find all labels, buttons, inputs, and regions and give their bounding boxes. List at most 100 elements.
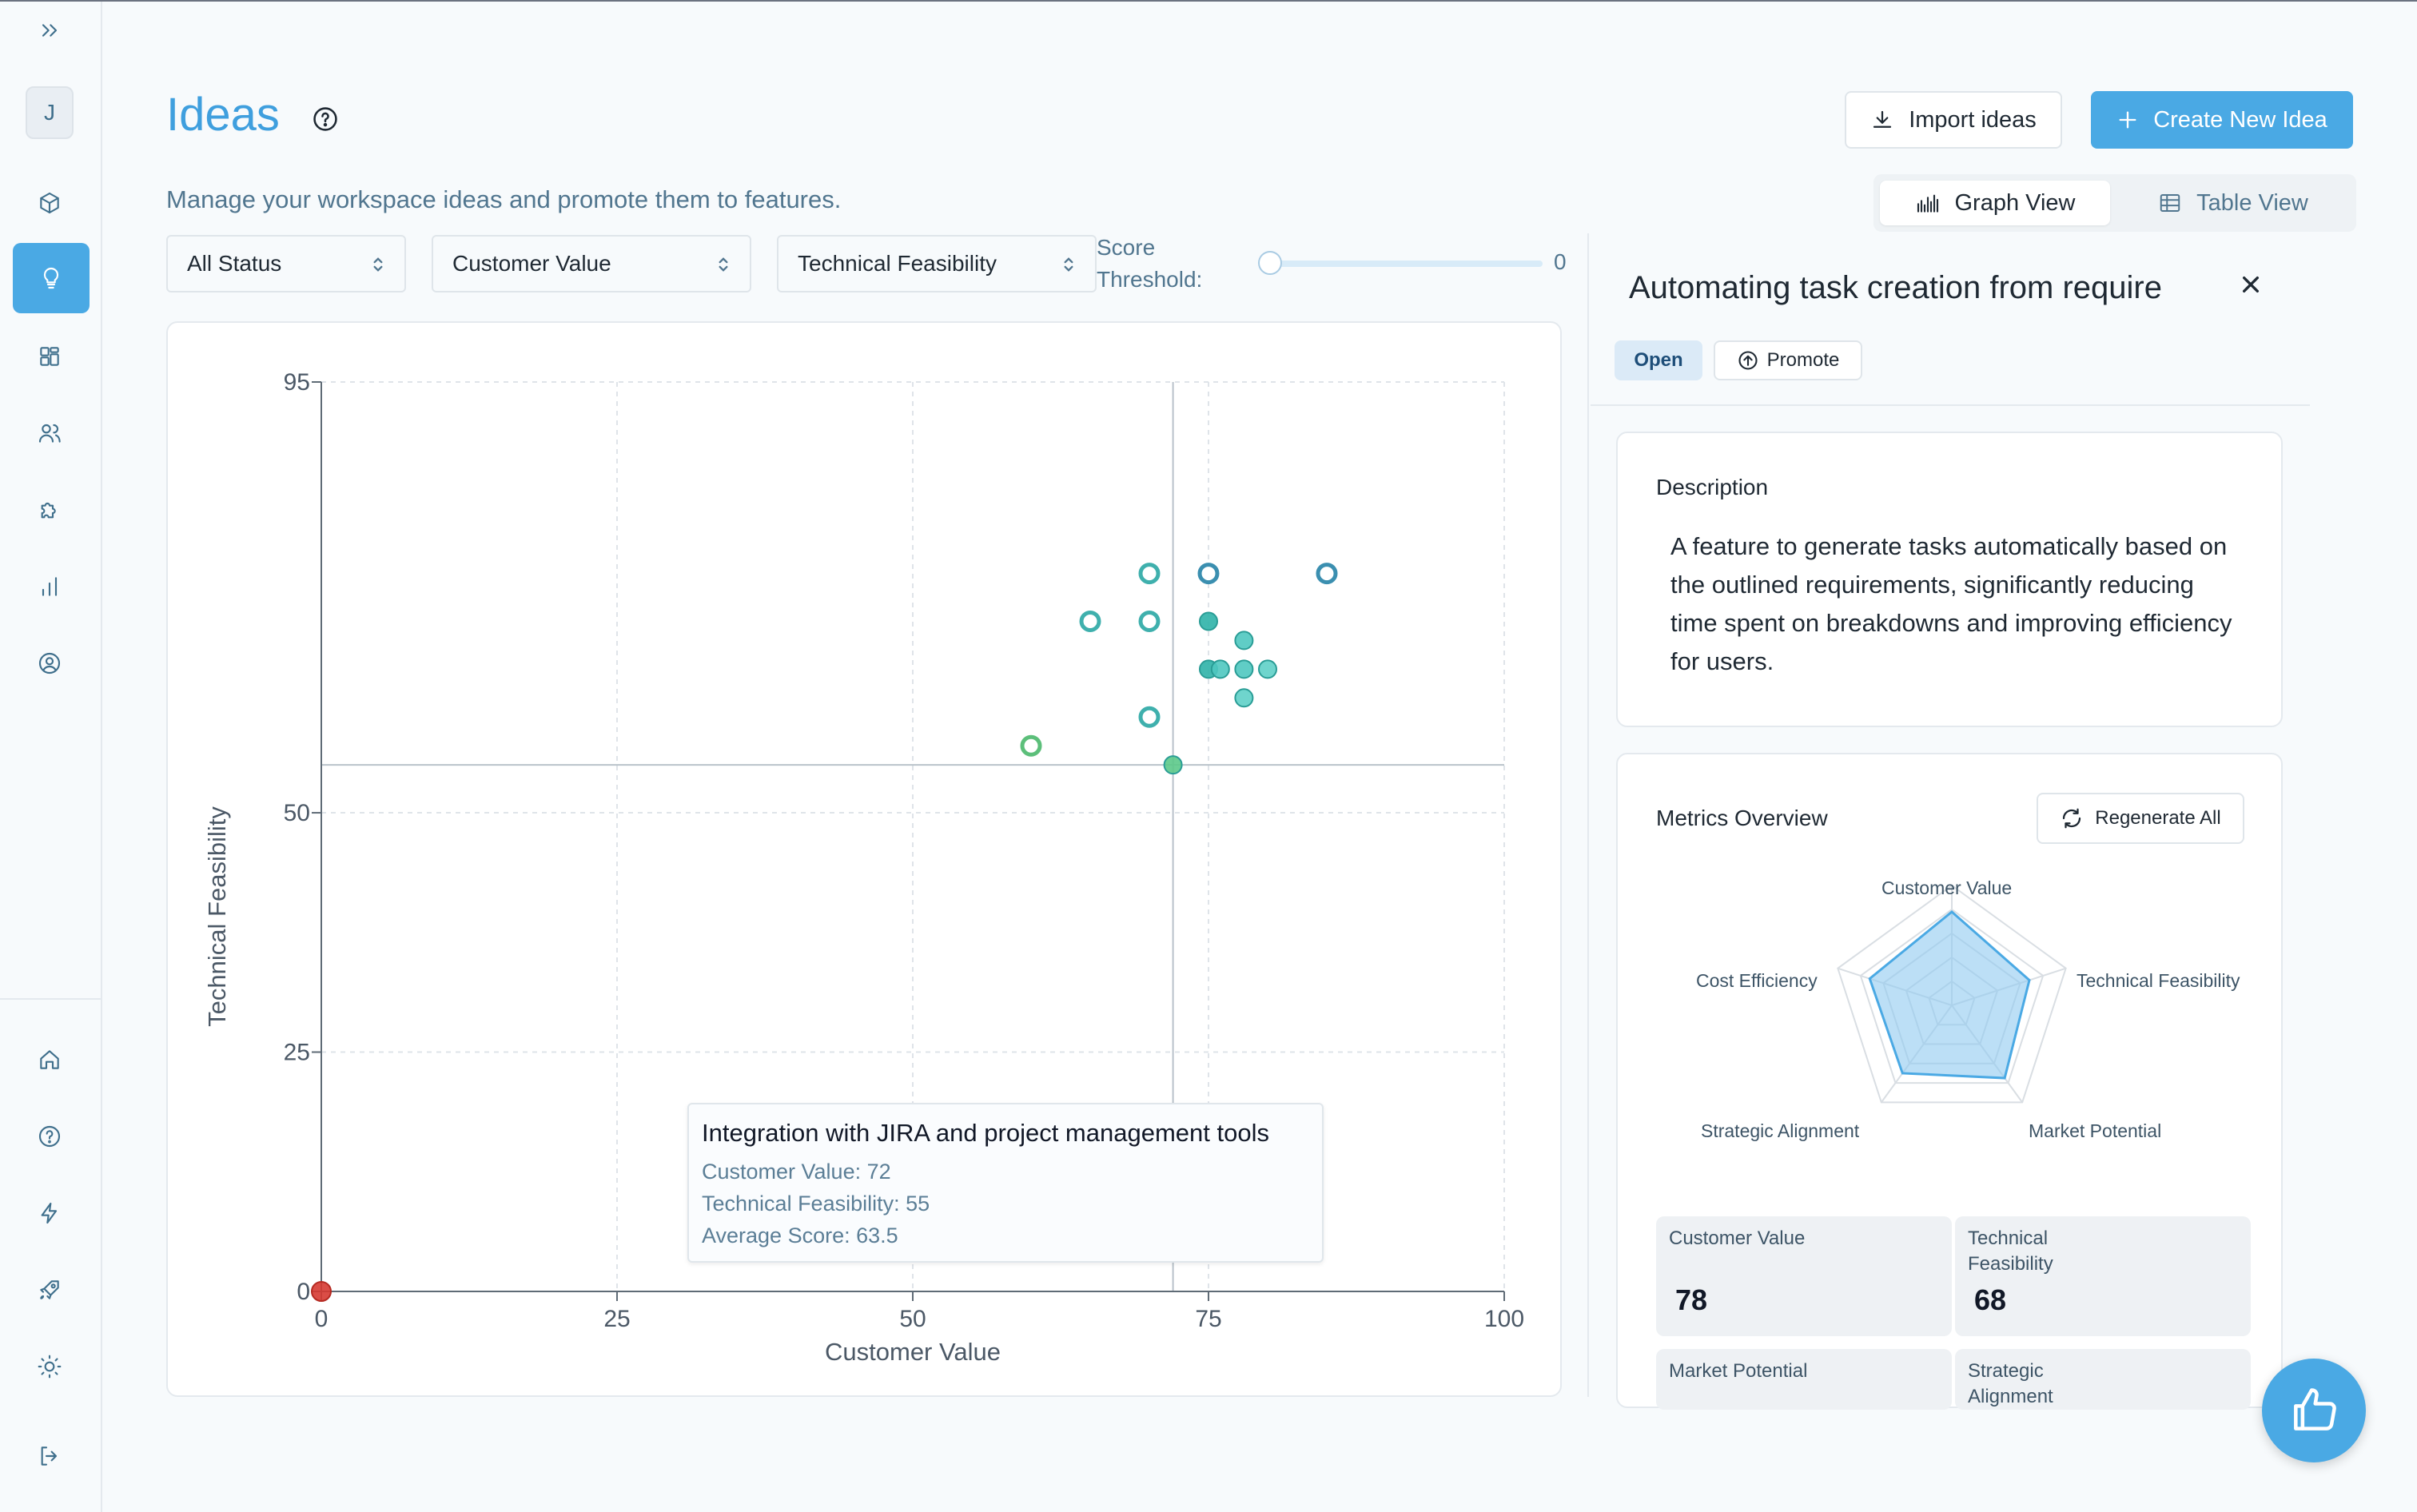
user-circle-icon[interactable] (26, 639, 74, 687)
page-title: Ideas (166, 89, 280, 141)
table-view-label: Table View (2196, 189, 2308, 216)
data-point[interactable] (1210, 659, 1230, 679)
metric-card-technical-feasibility: Technical Feasibility 68 (1955, 1216, 2251, 1336)
description-text: A feature to generate tasks automaticall… (1670, 532, 2232, 675)
threshold-slider-thumb[interactable] (1258, 251, 1282, 275)
avatar[interactable]: J (26, 86, 74, 139)
metrics-heading: Metrics Overview (1656, 806, 1828, 830)
home-icon[interactable] (26, 1036, 74, 1084)
description-card: Description A feature to generate tasks … (1616, 432, 2283, 727)
x-tick-label: 25 (603, 1306, 630, 1332)
status-badge: Open (1615, 340, 1702, 380)
radar-label-technical-feasibility: Technical Feasibility (2077, 970, 2240, 991)
tooltip-title: Integration with JIRA and project manage… (702, 1119, 1269, 1147)
data-point[interactable] (1020, 734, 1042, 757)
data-point[interactable] (1234, 659, 1254, 679)
data-point[interactable] (1234, 631, 1254, 651)
data-point[interactable] (1138, 706, 1161, 728)
score-threshold-label: Score Threshold: (1097, 235, 1203, 292)
bolt-icon[interactable] (26, 1189, 74, 1237)
radar-label-customer-value: Customer Value (1881, 877, 2013, 898)
table-view-tab[interactable]: Table View (2116, 181, 2350, 225)
x-tick-label: 100 (1484, 1306, 1524, 1332)
close-icon[interactable] (2235, 269, 2267, 300)
refresh-icon (2063, 808, 2081, 829)
description-heading: Description (1656, 475, 1769, 499)
tooltip-average-score: Average Score: 63.5 (702, 1224, 898, 1247)
data-point[interactable] (1138, 610, 1161, 632)
metric-card-market-potential: Market Potential (1656, 1349, 1952, 1410)
threshold-value: 0 (1554, 249, 1567, 274)
metric-label: Strategic Alignment (1968, 1360, 2053, 1407)
bar-chart-icon[interactable] (26, 563, 74, 611)
x-tick-label: 50 (899, 1306, 926, 1332)
table-view-icon (2160, 194, 2180, 212)
logout-icon[interactable] (26, 1432, 74, 1480)
regenerate-all-label: Regenerate All (2095, 807, 2221, 829)
panel-divider (1587, 233, 1589, 1397)
promote-label: Promote (1766, 349, 1840, 371)
data-point[interactable] (1316, 563, 1338, 585)
rocket-icon[interactable] (26, 1266, 74, 1314)
y-tick-label: 95 (284, 369, 310, 396)
metric-label: Market Potential (1669, 1360, 1808, 1382)
graph-view-icon (1917, 194, 1938, 213)
dashboard-icon[interactable] (26, 332, 74, 380)
data-point[interactable] (1163, 755, 1183, 775)
x-tick-label: 0 (315, 1306, 329, 1332)
metric-card-strategic-alignment: Strategic Alignment (1955, 1349, 2251, 1410)
expand-icon[interactable] (26, 6, 74, 54)
help-circle-icon[interactable] (312, 105, 339, 133)
tooltip-customer-value: Customer Value: 72 (702, 1160, 891, 1184)
data-point[interactable] (1234, 688, 1254, 708)
status-select-value: All Status (187, 251, 282, 276)
users-icon[interactable] (26, 409, 74, 457)
y-axis-title: Technical Feasibility (203, 806, 231, 1027)
radar-grid-ring (1859, 908, 2045, 1084)
chevron-updown-icon (1064, 257, 1073, 272)
data-point[interactable] (1079, 610, 1101, 632)
status-select[interactable]: All Status (166, 235, 406, 292)
import-ideas-button[interactable]: Import ideas (1845, 91, 2062, 149)
lightbulb-icon[interactable] (13, 243, 90, 313)
cube-icon[interactable] (26, 179, 74, 227)
graph-view-label: Graph View (1954, 189, 2076, 216)
x-metric-select-value: Customer Value (452, 251, 611, 276)
threshold-slider-track[interactable] (1271, 261, 1543, 267)
sun-icon[interactable] (26, 1343, 74, 1391)
chevron-updown-icon (719, 257, 728, 272)
page-subtitle: Manage your workspace ideas and promote … (166, 185, 842, 213)
y-tick-label: 50 (284, 800, 310, 826)
data-point[interactable] (1258, 659, 1277, 679)
graph-view-tab[interactable]: Graph View (1880, 181, 2110, 225)
create-new-idea-button[interactable]: Create New Idea (2091, 91, 2353, 149)
tooltip-technical-feasibility: Technical Feasibility: 55 (702, 1192, 930, 1216)
data-point[interactable] (311, 1281, 332, 1302)
plus-icon (2119, 111, 2136, 129)
x-tick-label: 75 (1195, 1306, 1221, 1332)
sidebar: J (0, 2, 102, 1512)
radar-label-market-potential: Market Potential (2029, 1120, 2162, 1141)
promote-button[interactable]: Promote (1714, 340, 1862, 380)
data-point[interactable] (1199, 611, 1218, 631)
metric-label: Customer Value (1669, 1228, 1806, 1249)
create-new-idea-label: Create New Idea (2153, 106, 2327, 133)
data-point[interactable] (1138, 563, 1161, 585)
x-metric-select[interactable]: Customer Value (432, 235, 751, 292)
radar-chart (1837, 884, 2067, 1104)
sidebar-divider (0, 998, 101, 1000)
metric-value: 68 (1974, 1283, 2007, 1316)
y-metric-select[interactable]: Technical Feasibility (777, 235, 1097, 292)
import-ideas-label: Import ideas (1909, 106, 2037, 133)
thumbs-up-icon (2294, 1388, 2336, 1430)
data-point[interactable] (1197, 563, 1220, 585)
puzzle-icon[interactable] (26, 486, 74, 534)
radar-label-cost-efficiency: Cost Efficiency (1696, 970, 1818, 991)
idea-detail-title: Automating task creation from require (1629, 270, 2162, 305)
metric-label: Technical Feasibility (1968, 1228, 2053, 1275)
help-icon[interactable] (26, 1112, 74, 1160)
feedback-button[interactable] (2262, 1359, 2366, 1462)
y-metric-select-value: Technical Feasibility (798, 251, 997, 276)
view-toggle: Graph View Table View (1873, 174, 2356, 232)
regenerate-all-button[interactable]: Regenerate All (2037, 793, 2244, 844)
